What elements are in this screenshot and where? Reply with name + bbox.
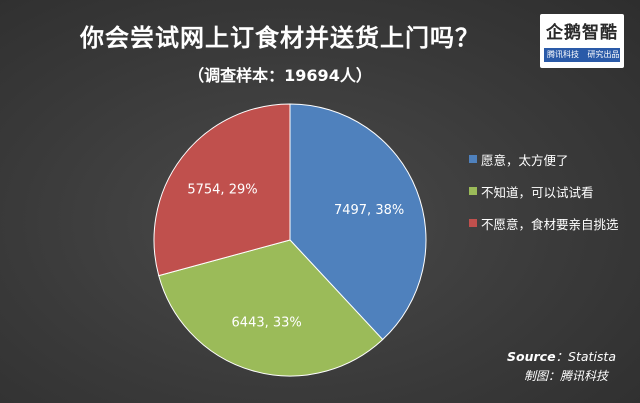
legend-label: 不愿意，食材要亲自挑选 (481, 217, 619, 232)
logo-name: 企鹅智酷 (546, 23, 618, 43)
source-label: Source (507, 349, 556, 364)
legend-swatch (469, 155, 477, 163)
legend-swatch (469, 219, 477, 227)
pie-slice-2 (158, 239, 384, 377)
logo-tagline-right: 研究出品 (587, 50, 620, 59)
legend-swatch (469, 187, 477, 195)
logo-tagline: 腾讯科技 研究出品 (544, 48, 620, 62)
pie-data-label-1: 7497, 38% (334, 203, 404, 218)
pie-slice-1 (289, 103, 427, 341)
source-value: ：Statista (555, 349, 616, 364)
chart-subtitle: （调查样本：19694人） (188, 66, 372, 85)
legend-label: 愿意，太方便了 (481, 153, 569, 168)
maker-note: 制图：腾讯科技 (523, 369, 608, 383)
pie-data-label-2: 6443, 33% (232, 316, 302, 331)
logo: 企鹅智酷 腾讯科技 研究出品 (540, 14, 624, 68)
chart-title: 你会尝试网上订食材并送货上门吗？ (80, 24, 480, 52)
source-note: Source：Statista (507, 346, 616, 365)
pie-data-label-3: 5754, 29% (187, 182, 257, 197)
logo-tagline-left: 腾讯科技 (547, 50, 579, 59)
legend-label: 不知道，可以试试看 (481, 185, 594, 200)
pie-slice-3 (153, 103, 291, 277)
